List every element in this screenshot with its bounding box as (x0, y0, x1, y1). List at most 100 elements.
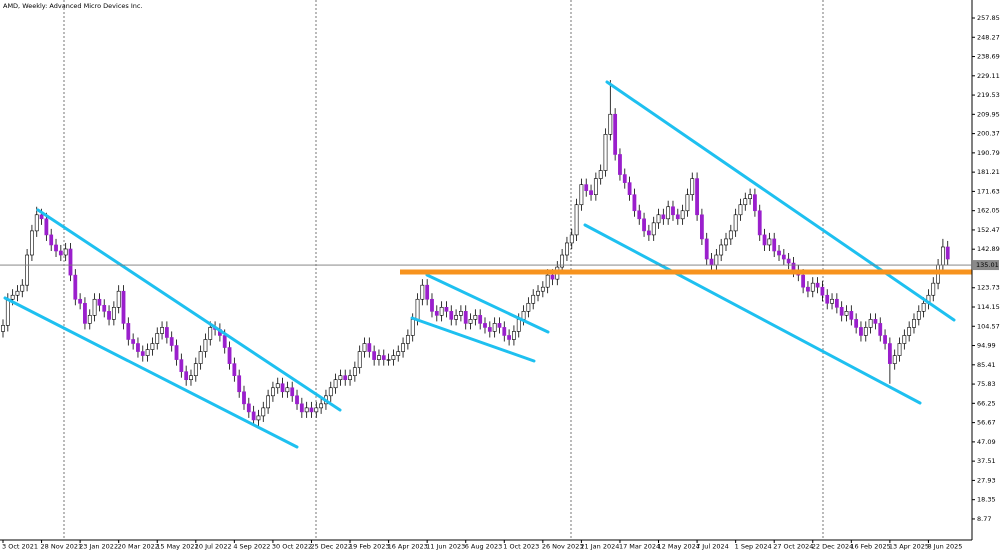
candle-body (266, 395, 271, 409)
candle-body (232, 363, 237, 376)
candle-body (295, 395, 299, 405)
x-tick-label: 11 Jun 2023 (426, 543, 465, 551)
candle-body (155, 333, 160, 344)
candle-body (767, 238, 772, 246)
y-tick-label: 152.47 (977, 226, 1000, 234)
candle-body (921, 302, 926, 312)
candle-body (699, 214, 704, 240)
y-tick-label: 190.79 (977, 149, 1000, 157)
candle-body (434, 311, 439, 316)
candle-body (58, 250, 63, 256)
candle-body (237, 375, 242, 393)
candle-body (15, 290, 20, 296)
trend-line (425, 273, 550, 334)
candle-body (145, 349, 150, 356)
candle-body (246, 403, 251, 413)
candle-body (834, 298, 839, 308)
candle-body (463, 311, 468, 324)
candle-body (352, 367, 357, 376)
x-tick-label: 22 Dec 2024 (812, 543, 854, 551)
candle-body (338, 375, 343, 381)
candle-body (242, 391, 246, 405)
y-tick-label: 162.05 (977, 207, 1000, 215)
candle-body (458, 311, 463, 316)
y-tick-label: 200.37 (977, 130, 1000, 138)
candle-body (415, 298, 420, 320)
candle-body (319, 403, 324, 409)
candle-body (285, 387, 290, 393)
candle-body (806, 286, 810, 292)
trend-line (583, 223, 922, 405)
candle-body (892, 355, 897, 364)
candle-body (63, 248, 68, 256)
candle-body (820, 286, 825, 296)
candle-body (314, 407, 319, 413)
candle-body (671, 206, 675, 216)
candle-body (574, 204, 579, 236)
candle-body (878, 323, 883, 336)
candle-body (203, 339, 208, 352)
candle-body (261, 407, 266, 417)
candle-body (97, 298, 102, 306)
candle-body (772, 238, 777, 252)
candle-body (92, 298, 97, 316)
candle-body (931, 282, 936, 296)
candle-body (593, 178, 598, 195)
candle-body (507, 335, 512, 340)
candle-body (569, 234, 574, 244)
candle-body (839, 307, 844, 316)
candle-body (719, 244, 724, 256)
candle-body (5, 298, 10, 326)
candle-body (940, 246, 945, 266)
x-tick-label: 7 Jul 2024 (696, 543, 729, 551)
candle-body (136, 343, 140, 352)
candle-body (328, 387, 333, 397)
y-tick-label: 257.85 (977, 14, 1000, 22)
candle-body (83, 302, 87, 324)
candle-body (757, 210, 762, 236)
candle-body (815, 282, 820, 288)
candle-body (579, 184, 584, 206)
candle-body (420, 284, 425, 300)
candle-body (733, 214, 738, 232)
x-tick-label: 19 Feb 2023 (349, 543, 389, 551)
candle-body (651, 222, 656, 236)
candle-body (333, 379, 338, 389)
y-tick-label: 229.11 (977, 72, 1000, 80)
candle-body (405, 335, 410, 344)
x-tick-label: 10 Jul 2022 (195, 543, 232, 551)
candle-body (174, 345, 179, 360)
candle-body (912, 319, 916, 328)
candle-body (810, 282, 815, 292)
y-tick-label: 85.41 (977, 361, 996, 369)
candle-body (902, 335, 907, 344)
y-tick-label: 219.53 (977, 91, 1000, 99)
candle-body (560, 254, 565, 268)
candle-body (396, 351, 401, 356)
candle-body (661, 214, 666, 220)
candle-body (271, 387, 275, 397)
y-tick-label: 56.67 (977, 419, 996, 427)
x-tick-label: 1 Sep 2024 (735, 543, 772, 551)
x-tick-label: 12 May 2024 (658, 543, 700, 551)
candle-body (724, 238, 728, 246)
candle-body (781, 254, 786, 260)
x-tick-label: 17 Mar 2024 (619, 543, 660, 551)
candle-body (381, 355, 386, 360)
candle-body (786, 258, 791, 264)
candle-body (526, 302, 531, 312)
candle-body (49, 234, 54, 246)
candle-body (666, 206, 671, 220)
candle-body (849, 311, 854, 320)
candle-body (439, 307, 444, 316)
y-tick-label: 142.89 (977, 245, 1000, 253)
candle-body (401, 343, 405, 352)
candle-body (449, 311, 454, 320)
candle-body (675, 214, 680, 220)
candle-body (550, 274, 555, 280)
candle-body (454, 315, 458, 320)
candle-body (275, 383, 280, 389)
candle-body (521, 311, 526, 320)
candle-body (680, 210, 685, 220)
